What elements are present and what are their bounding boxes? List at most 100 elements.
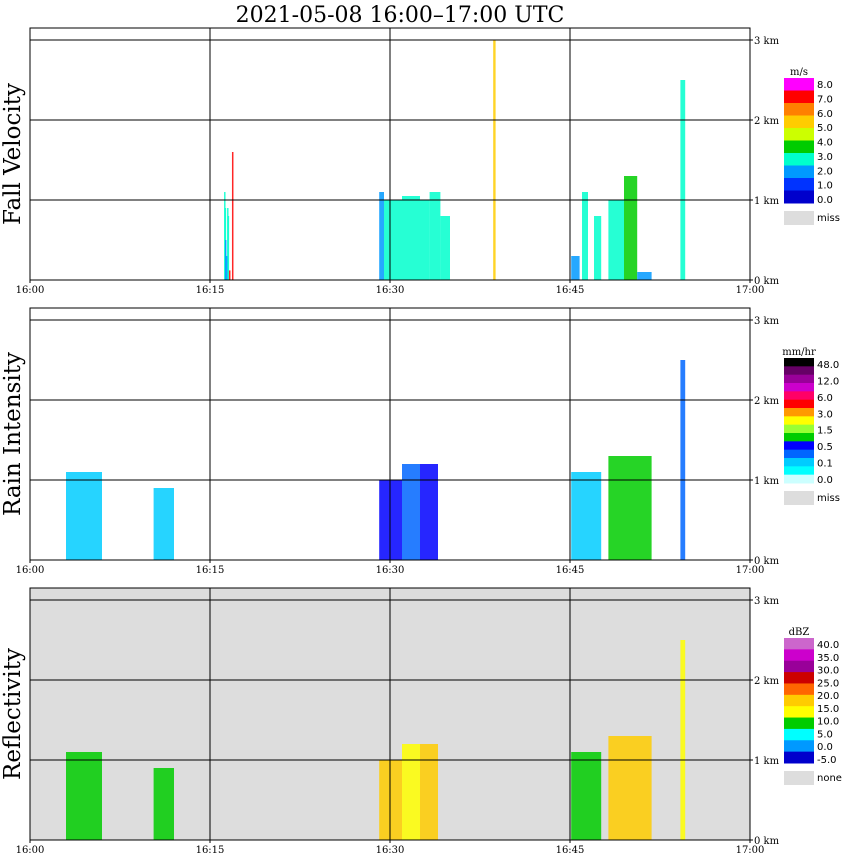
y-tick-label: 2 km <box>754 676 780 687</box>
y-tick-label: 0 km <box>754 836 780 847</box>
legend-label: 15.0 <box>817 704 839 715</box>
echo-cell <box>571 752 602 840</box>
panel-3: 16:00 16:15 16:30 16:45 17:000 km 1 km 2 km 3 k… <box>0 587 842 856</box>
y-tick-label: 0 km <box>754 556 780 567</box>
y-tick-label: 2 km <box>754 396 780 407</box>
color-legend: dBZ 40.0 35.0 30.025.0 20.0 15.0 10.05.0 0.0 -5.… <box>784 627 842 785</box>
y-tick-label: 1 km <box>754 476 780 487</box>
x-tick-label: 16:15 <box>196 565 225 576</box>
y-tick-label: 1 km <box>754 196 780 207</box>
echo-cell <box>594 216 602 280</box>
x-tick-label: 17:00 <box>736 845 765 856</box>
legend-swatch <box>784 474 814 484</box>
echo-cell <box>624 176 638 280</box>
legend-swatch <box>784 374 814 384</box>
x-tick-label: 16:00 <box>16 565 45 576</box>
legend-label: 48.0 <box>817 360 839 371</box>
echo-cell <box>571 256 580 280</box>
legend-swatch <box>784 408 814 417</box>
legend-label: 30.0 <box>817 666 839 677</box>
y-tick-label: 0 km <box>754 276 780 287</box>
x-tick-label: 16:15 <box>196 845 225 856</box>
echo-cell <box>637 272 652 280</box>
legend-label: 40.0 <box>817 640 839 651</box>
legend-swatch <box>784 128 814 141</box>
legend-swatch <box>784 90 814 104</box>
echo-cell <box>608 456 652 560</box>
legend-label: 1.0 <box>817 181 833 192</box>
echo-cell <box>440 216 450 280</box>
legend-label: 3.0 <box>817 409 833 420</box>
legend-label: -5.0 <box>817 755 837 766</box>
legend-label: 6.0 <box>817 393 833 404</box>
panels: 16:00 16:15 16:30 16:45 17:000 km1 km2 km3 k… <box>0 27 842 856</box>
echo-cell <box>429 192 441 280</box>
legend-miss-label: none <box>817 773 842 784</box>
echo-cell <box>379 480 402 560</box>
legend-label: 5.0 <box>817 729 833 740</box>
panel-ylabel: Fall Velocity <box>0 83 26 225</box>
figure-title: 2021-05-08 16:00–17:00 UTC <box>236 3 565 28</box>
x-tick-label: 16:45 <box>556 285 585 296</box>
legend-label: 20.0 <box>817 691 839 702</box>
x-tick-label: 16:00 <box>16 845 45 856</box>
legend-label: 10.0 <box>817 717 839 728</box>
panel-2: 16:00 16:15 16:30 16:45 17:000 km 1 km 2 km 3 k… <box>0 307 840 576</box>
legend-swatch <box>784 416 814 426</box>
legend-swatch <box>784 103 814 116</box>
legend-swatch <box>784 694 814 707</box>
echo-cell <box>402 744 420 840</box>
echo-cell <box>379 760 402 840</box>
legend-miss-swatch <box>784 491 814 505</box>
legend-swatch <box>784 649 814 662</box>
echo-cell <box>608 200 624 280</box>
y-tick-label: 2 km <box>754 116 780 127</box>
legend-swatch <box>784 190 814 204</box>
legend-swatch <box>784 728 814 741</box>
echo-cell <box>608 736 652 840</box>
legend-swatch <box>784 751 814 764</box>
legend-swatch <box>784 391 814 401</box>
legend-label: 0.5 <box>817 442 833 453</box>
legend-label: 0.0 <box>817 475 833 486</box>
echo-cell <box>153 488 174 560</box>
y-tick-label: 3 km <box>754 596 780 607</box>
echo-cell <box>680 360 686 560</box>
legend-label: 0.0 <box>817 195 833 206</box>
legend-label: 4.0 <box>817 138 833 149</box>
color-legend: m/s 8.0 7.0 6.0 5.0 4.0 3.0 2.0 1.0 0.0 miss <box>784 67 840 225</box>
legend-label: 2.0 <box>817 166 833 177</box>
legend-unit: m/s <box>790 67 808 78</box>
y-tick-label: 3 km <box>754 36 780 47</box>
x-tick-label: 16:15 <box>196 285 225 296</box>
legend-swatch <box>784 660 814 673</box>
legend-swatch <box>784 683 814 696</box>
legend-miss-label: miss <box>817 213 840 224</box>
legend-swatch <box>784 449 814 459</box>
legend-miss-swatch <box>784 771 814 785</box>
echo-cell <box>231 152 234 280</box>
legend-swatch <box>784 153 814 166</box>
panel-ylabel: Rain Intensity <box>0 352 26 516</box>
legend-label: 3.0 <box>817 152 833 163</box>
y-tick-label: 3 km <box>754 316 780 327</box>
echo-cell <box>228 270 231 280</box>
legend-miss-label: miss <box>817 493 840 504</box>
echo-cell <box>582 192 588 280</box>
x-tick-label: 16:30 <box>376 285 405 296</box>
echo-cell <box>225 240 227 280</box>
legend-unit: mm/hr <box>782 347 816 358</box>
legend-unit: dBZ <box>789 627 810 638</box>
legend-swatch <box>784 466 814 476</box>
echo-cell <box>493 40 496 280</box>
legend-swatch <box>784 140 814 154</box>
x-tick-label: 16:30 <box>376 565 405 576</box>
legend-swatch <box>784 706 814 719</box>
echo-cell <box>420 744 438 840</box>
legend-label: 5.0 <box>817 123 833 134</box>
echo-cell <box>227 216 230 280</box>
echo-cell <box>571 472 602 560</box>
legend-swatch <box>784 165 814 179</box>
legend-swatch <box>784 458 814 467</box>
